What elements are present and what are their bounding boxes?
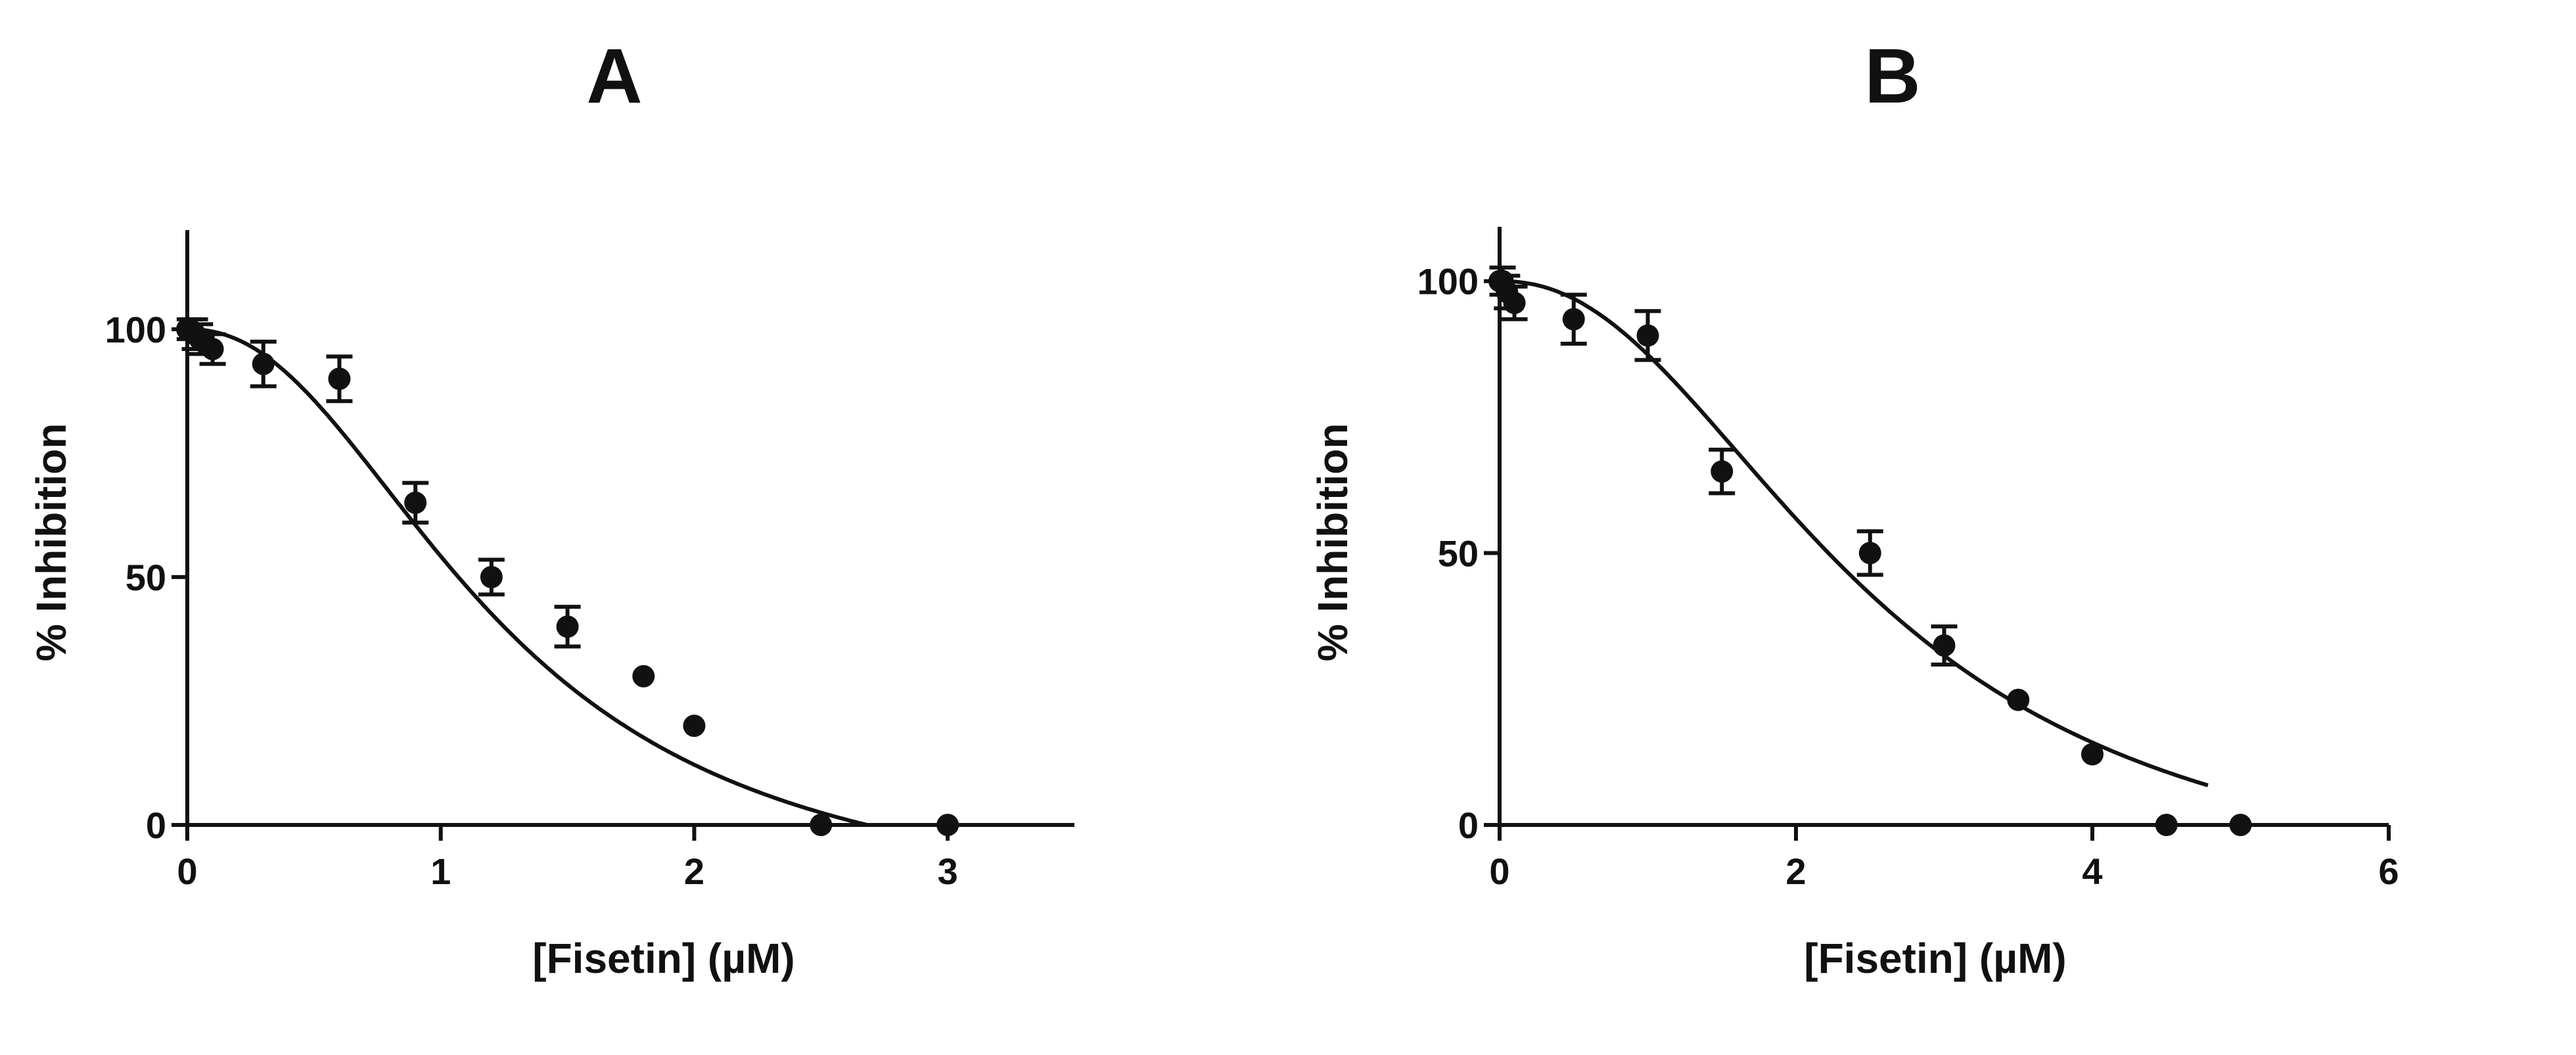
- panel-a-data-point: [683, 715, 706, 738]
- panel-b-label: B: [1864, 33, 1920, 120]
- panel-a-y-axis-title: % Inhibition: [28, 423, 75, 662]
- panel-a-label: A: [586, 33, 642, 120]
- panel-b-data-point: [2007, 688, 2030, 711]
- panel-b-data-point: [2229, 814, 2252, 836]
- panel-a: A [Fisetin] (µM) % Inhibition 0 50 100 0 1 2 3: [28, 33, 1074, 982]
- panel-b-y-tick-label: 50: [1438, 532, 1479, 574]
- panel-b-data-point: [2155, 814, 2178, 836]
- panel-b: B [Fisetin] (µM) % Inhibition 0 50 100 0 2 4 6: [1309, 33, 2399, 982]
- panel-b-x-tick-label: 6: [2378, 851, 2399, 892]
- panel-a-data-point: [252, 352, 275, 375]
- panel-b-data-point: [1562, 308, 1585, 331]
- panel-b-data-point: [1858, 542, 1881, 565]
- panel-a-data-point: [936, 814, 959, 836]
- panel-b-y-tick-label: 100: [1417, 261, 1479, 302]
- panel-a-y-tick-label: 100: [105, 309, 166, 350]
- panel-b-x-tick-label: 0: [1489, 851, 1509, 892]
- panel-b-data-point: [1636, 324, 1659, 347]
- panel-a-data-point: [632, 665, 655, 688]
- panel-b-fit-curve: [1499, 279, 2209, 787]
- panel-a-y-tick-label: 0: [146, 805, 166, 846]
- panel-a-data-point: [480, 565, 503, 588]
- panel-a-x-tick-label: 0: [177, 851, 197, 892]
- panel-b-y-tick-label: 0: [1458, 805, 1479, 846]
- panel-b-data-point: [1503, 291, 1526, 314]
- panel-b-data-point: [1711, 460, 1734, 483]
- panel-a-y-tick-label: 50: [126, 557, 166, 598]
- panel-b-y-axis-title: % Inhibition: [1309, 423, 1356, 662]
- panel-a-x-tick-label: 3: [938, 851, 958, 892]
- panel-b-data-point: [2081, 743, 2104, 766]
- panel-b-x-tick-label: 2: [1785, 851, 1806, 892]
- panel-b-data-point: [1933, 634, 1956, 657]
- panel-a-data-point: [404, 491, 427, 514]
- panel-a-x-tick-label: 2: [684, 851, 704, 892]
- panel-a-data-point: [556, 615, 579, 638]
- panel-a-data-point: [328, 367, 351, 390]
- panel-b-x-tick-label: 4: [2082, 851, 2102, 892]
- panel-b-x-axis-title: [Fisetin] (µM): [1804, 935, 2066, 982]
- panel-a-data-point: [810, 814, 833, 836]
- panel-a-x-axis-title: [Fisetin] (µM): [532, 935, 794, 982]
- panel-a-x-tick-label: 1: [430, 851, 451, 892]
- panel-a-fit-curve: [187, 327, 900, 827]
- panel-a-data-point: [201, 338, 224, 360]
